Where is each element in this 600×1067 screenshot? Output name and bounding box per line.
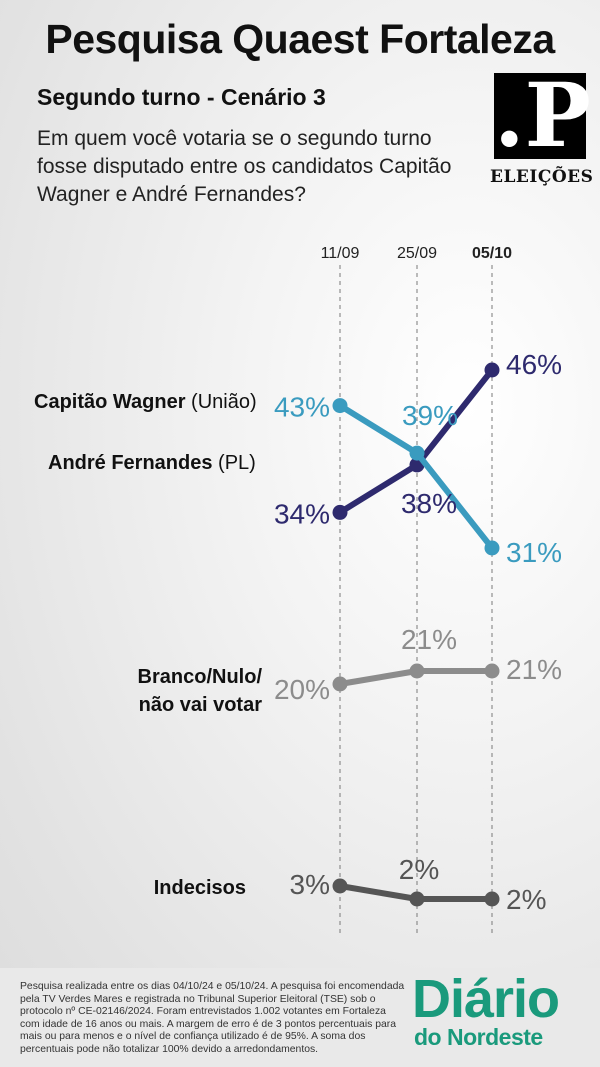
x-tick-label: 11/09 <box>321 245 360 262</box>
series-name-label: André Fernandes (PL) <box>48 452 256 474</box>
series-name-label: Capitão Wagner (União) <box>34 391 257 413</box>
brand-subname: do Nordeste <box>414 1024 543 1050</box>
logo-mark: .P <box>494 63 591 167</box>
footer-bar <box>0 968 600 1067</box>
data-label: 31% <box>506 537 562 568</box>
page-subtitle: Segundo turno - Cenário 3 <box>37 84 326 110</box>
data-label: 2% <box>399 854 439 885</box>
data-label: 38% <box>401 488 457 519</box>
footnote: Pesquisa realizada entre os dias 04/10/2… <box>20 981 405 1055</box>
data-point <box>409 663 425 679</box>
data-label: 21% <box>506 654 562 685</box>
data-label: 21% <box>401 624 457 655</box>
series-name: André Fernandes <box>48 452 212 474</box>
data-label: 3% <box>290 869 330 900</box>
series-name: Indecisos <box>154 877 246 899</box>
page-title: Pesquisa Quaest Fortaleza <box>45 16 555 62</box>
survey-question: Em quem você votaria se o segundo turno … <box>37 127 452 206</box>
data-point <box>332 676 348 692</box>
series-name-label: não vai votar <box>139 694 263 716</box>
data-label: 39% <box>402 400 458 431</box>
brand-name: Diário <box>412 969 560 1029</box>
data-point <box>332 398 348 414</box>
data-point <box>332 504 348 520</box>
data-point <box>484 663 500 679</box>
series-name-label: Branco/Nulo/ <box>138 666 263 688</box>
data-point <box>484 540 500 556</box>
series-name-label: Indecisos <box>154 877 246 899</box>
series-party: (PL) <box>212 452 255 474</box>
x-tick-label: 25/09 <box>397 245 437 262</box>
data-label: 2% <box>506 884 546 915</box>
data-point <box>332 878 348 894</box>
data-label: 43% <box>274 392 330 423</box>
eleicoes-logo: .P <box>494 65 591 165</box>
data-point <box>409 891 425 907</box>
logo-label: ELEIÇÕES <box>490 167 594 187</box>
data-label: 46% <box>506 349 562 380</box>
data-point <box>409 445 425 461</box>
data-label: 20% <box>274 674 330 705</box>
x-tick-label: 05/10 <box>472 245 512 262</box>
series-name: Capitão Wagner <box>34 391 186 413</box>
data-point <box>484 362 500 378</box>
series-party: (União) <box>186 391 257 413</box>
data-point <box>484 891 500 907</box>
data-label: 34% <box>274 498 330 529</box>
